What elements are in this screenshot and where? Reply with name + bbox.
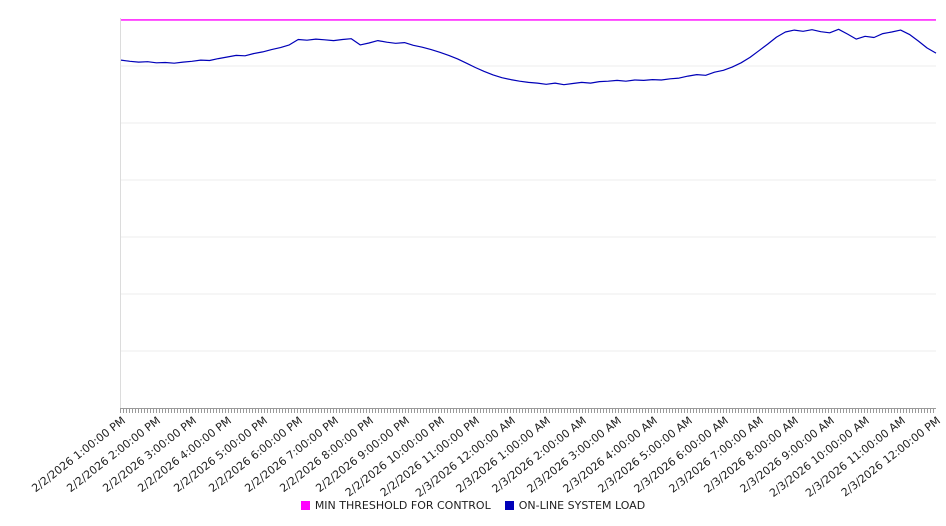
- x-axis-label: 2/3/2026 12:00:00 PM: [838, 414, 944, 500]
- min-threshold-swatch-icon: [300, 501, 310, 510]
- chart-canvas: [120, 19, 937, 352]
- x-axis-label: 2/3/2026 9:00:00 AM: [737, 414, 837, 496]
- x-axis-label: 2/2/2026 8:00:00 PM: [277, 414, 377, 496]
- x-axis-label: 2/3/2026 12:00:00 AM: [412, 414, 518, 500]
- x-axis-label: 2/2/2026 11:00:00 PM: [378, 414, 483, 500]
- x-axis-label: 2/2/2026 1:00:00 PM: [29, 414, 129, 496]
- x-axis-label: 2/3/2026 1:00:00 AM: [453, 414, 554, 496]
- x-axis-label: 2/3/2026 7:00:00 AM: [666, 414, 766, 496]
- x-axis-label: 2/2/2026 10:00:00 PM: [342, 414, 447, 500]
- legend-label-online-system-load: ON-LINE SYSTEM LOAD: [518, 499, 646, 512]
- x-axis: [120, 408, 936, 414]
- x-axis-label: 2/3/2026 4:00:00 AM: [560, 414, 660, 496]
- online-system-load-line: [120, 28, 937, 86]
- x-axis-label: 2/3/2026 5:00:00 AM: [595, 414, 695, 496]
- x-axis-label: 2/2/2026 7:00:00 PM: [242, 414, 341, 496]
- x-axis-label: 2/2/2026 4:00:00 PM: [135, 414, 235, 496]
- x-axis-label: 2/2/2026 5:00:00 PM: [171, 414, 270, 496]
- x-axis-label: 2/3/2026 10:00:00 AM: [767, 414, 873, 500]
- x-axis-label: 2/2/2026 2:00:00 PM: [64, 414, 164, 496]
- legend-item-online-system-load[interactable]: ON-LINE SYSTEM LOAD: [504, 499, 646, 512]
- online-system-load-swatch-icon: [504, 501, 514, 510]
- x-axis-label: 2/2/2026 9:00:00 PM: [312, 414, 412, 496]
- x-axis-label: 2/3/2026 8:00:00 AM: [701, 414, 802, 496]
- x-axis-label: 2/2/2026 3:00:00 PM: [100, 414, 199, 496]
- x-axis-label: 2/3/2026 2:00:00 AM: [489, 414, 589, 496]
- x-axis-label: 2/3/2026 6:00:00 AM: [631, 414, 731, 496]
- plot-area: [120, 18, 937, 408]
- legend-label-min-threshold: MIN THRESHOLD FOR CONTROL: [314, 499, 491, 512]
- legend: MIN THRESHOLD FOR CONTROL ON-LINE SYSTEM…: [0, 499, 946, 512]
- x-axis-label: 2/3/2026 3:00:00 AM: [524, 414, 625, 496]
- x-axis-label: 2/2/2026 6:00:00 PM: [206, 414, 306, 496]
- x-axis-label: 2/3/2026 11:00:00 AM: [802, 414, 908, 500]
- legend-item-min-threshold[interactable]: MIN THRESHOLD FOR CONTROL: [300, 499, 491, 512]
